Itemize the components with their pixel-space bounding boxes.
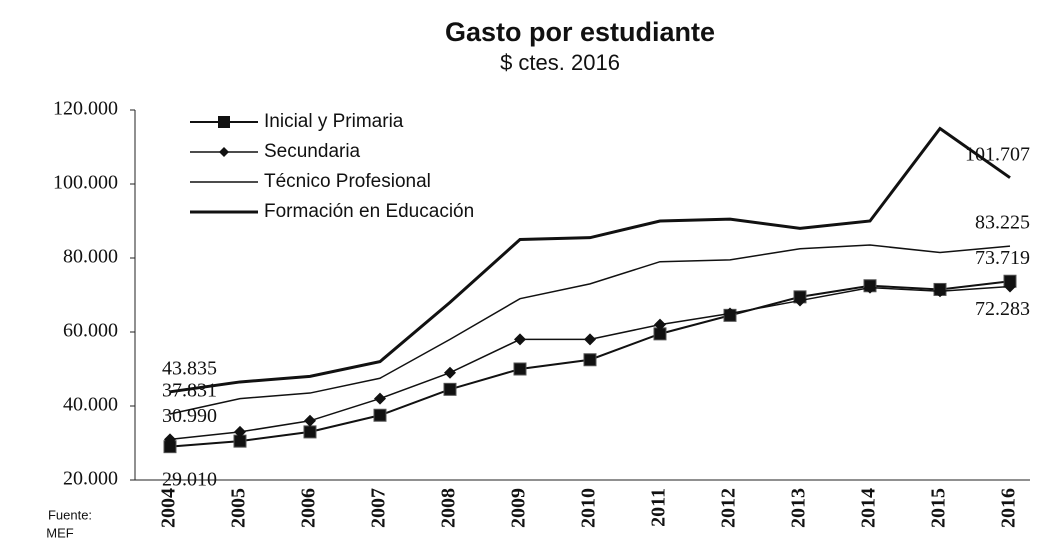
legend-marker [218, 116, 230, 128]
data-label: 73.719 [975, 247, 1030, 269]
chart-title: Gasto por estudiante [445, 17, 715, 47]
data-label: 37.831 [162, 380, 217, 402]
marker [654, 318, 666, 331]
marker [514, 333, 526, 346]
marker [864, 281, 876, 294]
y-tick-label: 40.000 [63, 394, 118, 416]
marker [164, 433, 176, 446]
marker [1004, 280, 1016, 293]
legend-label: Técnico Profesional [264, 171, 431, 192]
x-tick-label: 2011 [648, 488, 670, 527]
legend-label: Formación en Educación [264, 201, 474, 222]
legend-label: Secundaria [264, 141, 361, 162]
marker [934, 285, 946, 298]
marker [584, 333, 596, 346]
x-tick-label: 2007 [368, 488, 390, 528]
y-tick-label: 80.000 [63, 246, 118, 268]
x-tick-label: 2004 [158, 488, 180, 528]
data-label: 30.990 [162, 405, 217, 427]
marker [304, 414, 316, 427]
x-tick-label: 2010 [578, 488, 600, 528]
y-tick-label: 100.000 [53, 172, 118, 194]
marker [374, 392, 386, 405]
x-tick-label: 2014 [858, 488, 880, 528]
data-label: 72.283 [975, 298, 1030, 320]
y-tick-label: 60.000 [63, 320, 118, 342]
marker [303, 425, 317, 439]
x-tick-label: 2015 [928, 488, 950, 528]
x-tick-label: 2006 [298, 488, 320, 528]
x-tick-label: 2013 [788, 488, 810, 528]
marker [373, 408, 387, 422]
data-label: 101.707 [965, 143, 1030, 165]
legend-label: Inicial y Primaria [264, 111, 404, 132]
legend-marker [219, 147, 229, 157]
marker [444, 366, 456, 379]
x-tick-label: 2012 [718, 488, 740, 528]
marker [443, 382, 457, 396]
y-tick-label: 20.000 [63, 468, 118, 490]
x-tick-label: 2009 [508, 488, 530, 528]
marker [513, 362, 527, 376]
series-line [169, 126, 1011, 394]
data-label: 83.225 [975, 212, 1030, 234]
x-tick-label: 2005 [228, 488, 250, 528]
series-line [169, 244, 1011, 415]
x-tick-label: 2008 [438, 488, 460, 528]
marker [724, 307, 736, 320]
source: MEF [46, 525, 74, 540]
x-tick-label: 2016 [998, 488, 1020, 528]
chart-subtitle: $ ctes. 2016 [500, 50, 620, 75]
marker [234, 425, 246, 438]
marker [583, 353, 597, 367]
marker [794, 294, 806, 307]
source: Fuente: [48, 507, 92, 522]
data-label: 43.835 [162, 357, 217, 379]
data-label: 29.010 [162, 468, 217, 490]
y-tick-label: 120.000 [53, 98, 118, 120]
